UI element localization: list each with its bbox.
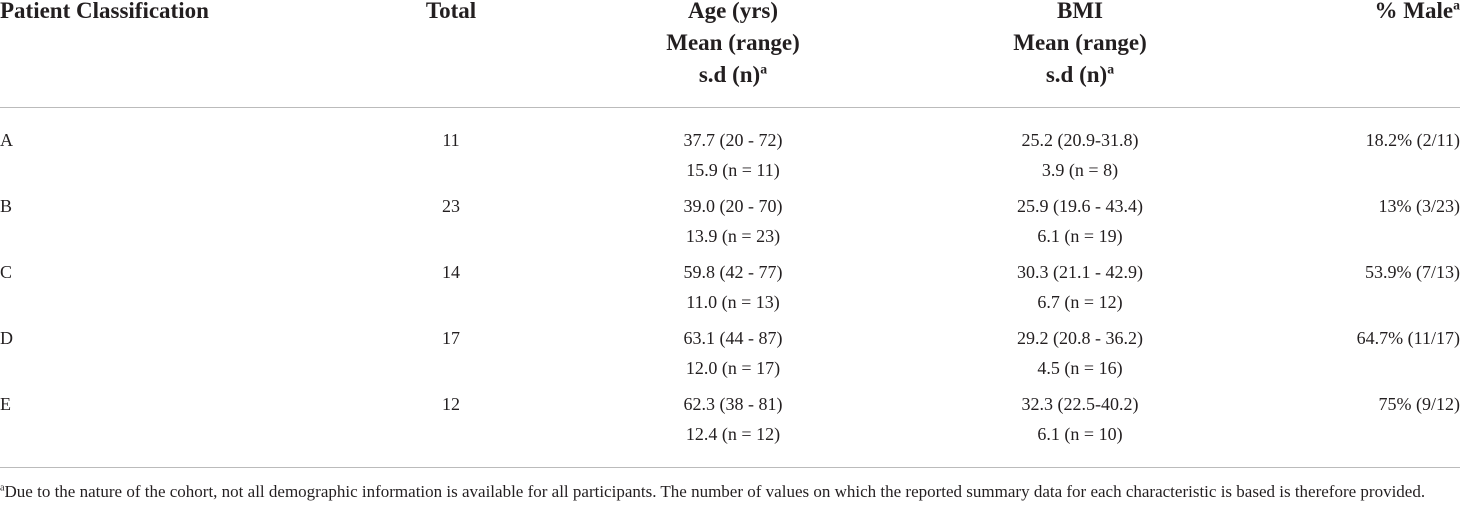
table-cell: 29.2 (20.8 - 36.2) (1017, 328, 1143, 348)
table-cell: 75% (9/12) (1378, 394, 1460, 414)
table-cell: 12 (442, 394, 460, 414)
table-cell: 13% (3/23) (1378, 196, 1460, 216)
header-cell: s.d (n)a (533, 60, 933, 90)
header-text: s.d (n) (698, 62, 761, 87)
header-text: Mean (range) (1013, 30, 1147, 55)
header-text: Age (yrs) (687, 0, 779, 23)
header-text: BMI (1057, 0, 1103, 23)
table-cell: 12.4 (n = 12) (685, 424, 781, 444)
table-cell: 37.7 (20 - 72) (683, 130, 783, 150)
table-cell: 17 (442, 328, 460, 348)
table-cell: 39.0 (20 - 70) (683, 196, 783, 216)
header-text: % Male (1374, 0, 1454, 23)
header-text: Mean (range) (666, 30, 800, 55)
table-cell: C (0, 262, 13, 282)
table-cell: 63.1 (44 - 87) (683, 328, 783, 348)
header-sup: a (1107, 61, 1115, 77)
table-cell: 62.3 (38 - 81) (683, 394, 783, 414)
table-cell: 32.3 (22.5-40.2) (1021, 394, 1139, 414)
table-cell: 6.1 (n = 10) (1037, 424, 1123, 444)
table-cell: 30.3 (21.1 - 42.9) (1017, 262, 1143, 282)
table-cell: B (0, 196, 13, 216)
header-sup: a (760, 61, 768, 77)
header-rule (0, 107, 1460, 108)
footnote: aDue to the nature of the cohort, not al… (0, 478, 1460, 505)
bottom-rule (0, 467, 1460, 468)
table-cell: 13.9 (n = 23) (685, 226, 781, 246)
header-cell: Mean (range) (533, 28, 933, 58)
table-cell: 14 (442, 262, 460, 282)
header-cell: BMI (880, 0, 1280, 26)
header-cell: Mean (range) (880, 28, 1280, 58)
header-sup: a (1453, 0, 1460, 13)
table-cell: 25.9 (19.6 - 43.4) (1017, 196, 1143, 216)
table-cell: A (0, 130, 13, 150)
table-cell: D (0, 328, 13, 348)
header-text: Total (425, 0, 477, 23)
table-cell: 53.9% (7/13) (1365, 262, 1460, 282)
table-cell: 11 (442, 130, 460, 150)
header-text: Patient Classification (0, 0, 209, 23)
table-cell: 23 (442, 196, 460, 216)
table-cell: 6.1 (n = 19) (1037, 226, 1123, 246)
header-cell: s.d (n)a (880, 60, 1280, 90)
table-cell: 15.9 (n = 11) (686, 160, 780, 180)
header-cell: Age (yrs) (533, 0, 933, 26)
table-cell: 18.2% (2/11) (1365, 130, 1460, 150)
header-text: s.d (n) (1045, 62, 1108, 87)
footnote-marker: a (0, 482, 5, 494)
table-cell: 25.2 (20.9-31.8) (1021, 130, 1139, 150)
table-cell: 12.0 (n = 17) (685, 358, 781, 378)
table-cell: 4.5 (n = 16) (1037, 358, 1123, 378)
header-cell: % Malea (1375, 0, 1460, 26)
footnote-text: Due to the nature of the cohort, not all… (4, 482, 1426, 501)
table-cell: 6.7 (n = 12) (1037, 292, 1123, 312)
table-cell: 59.8 (42 - 77) (683, 262, 783, 282)
table-cell: 64.7% (11/17) (1356, 328, 1460, 348)
header-cell: Patient Classification (0, 0, 209, 26)
table-cell: 3.9 (n = 8) (1041, 160, 1119, 180)
header-cell: Total (251, 0, 651, 26)
table-cell: 11.0 (n = 13) (686, 292, 780, 312)
table-cell: E (0, 394, 11, 414)
